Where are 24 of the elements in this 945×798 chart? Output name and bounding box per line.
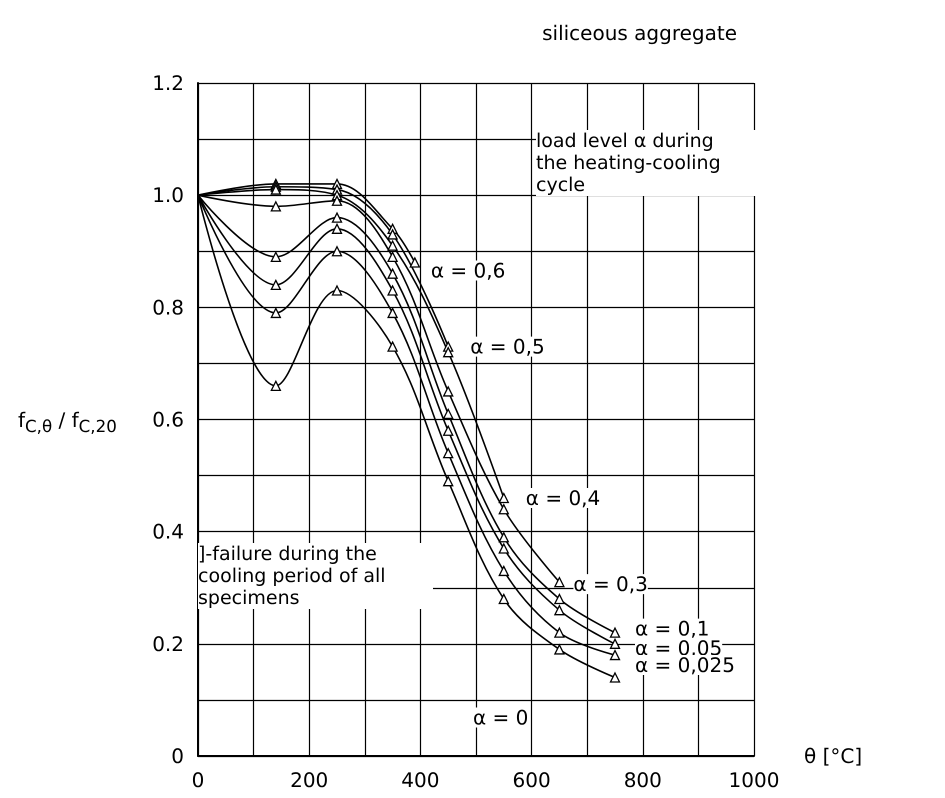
x-tick-label: 0 bbox=[192, 768, 204, 792]
x-tick-label: 400 bbox=[401, 768, 440, 792]
y-tick-label: 1.2 bbox=[152, 71, 184, 95]
text: α = 0 bbox=[473, 705, 528, 730]
y-tick-label: 1.0 bbox=[152, 183, 184, 208]
x-tick-label: 600 bbox=[512, 768, 551, 792]
y-tick-label: 0 bbox=[171, 744, 184, 768]
series-label: α = 0,5 bbox=[470, 334, 545, 359]
series-label: α = 0,6 bbox=[430, 258, 506, 282]
series-label: α = 0,3 bbox=[573, 572, 648, 596]
series-label: α = 0,1 bbox=[635, 616, 710, 641]
x-tick-label: 1000 bbox=[728, 768, 780, 792]
x-tick-label: 200 bbox=[290, 768, 328, 792]
y-tick-label: 0.2 bbox=[152, 632, 184, 656]
y-tick-label: 0.8 bbox=[152, 295, 184, 320]
x-tick-label: 800 bbox=[624, 768, 662, 792]
annotation: load level α during the heating-cooling cycle bbox=[536, 130, 727, 196]
y-axis-title: f$_{C,θ}$ / f$_{C,20}$ bbox=[18, 408, 117, 436]
x-axis-title: θ [°C] bbox=[804, 744, 862, 768]
series-label: α = 0,4 bbox=[526, 486, 600, 510]
y-tick-label: 0.6 bbox=[152, 408, 184, 432]
y-tick-label: 0.4 bbox=[152, 520, 184, 544]
chart-title: siliceous aggregate bbox=[542, 21, 738, 45]
annotation: ]-failure during the cooling period of all specimens bbox=[198, 543, 392, 609]
